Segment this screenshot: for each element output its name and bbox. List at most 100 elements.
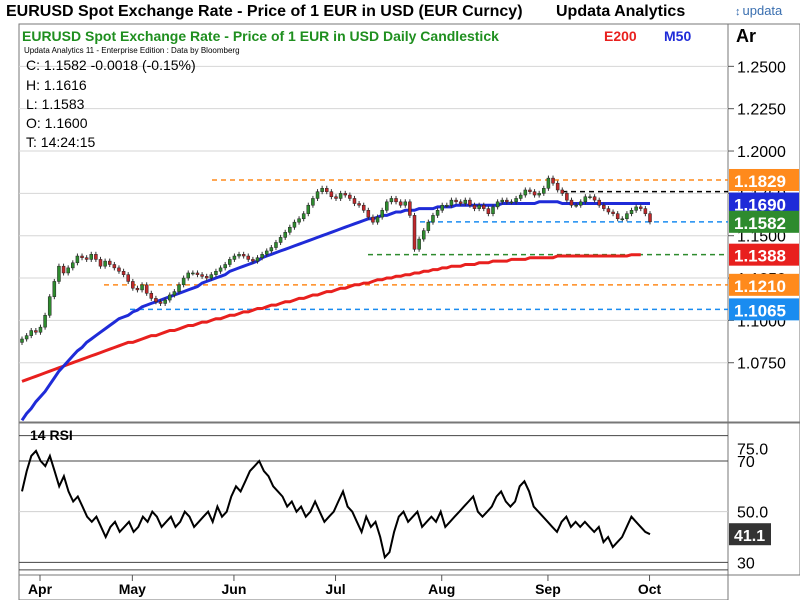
- candle: [251, 256, 255, 264]
- candle: [449, 197, 454, 208]
- chart-title: EURUSD Spot Exchange Rate - Price of 1 E…: [6, 3, 523, 20]
- candle: [283, 229, 287, 240]
- candle: [297, 216, 301, 225]
- candle: [311, 195, 315, 208]
- candle: [204, 273, 209, 281]
- candle: [555, 180, 560, 193]
- candle: [223, 261, 227, 271]
- rsi-tick-label: 75.0: [737, 441, 768, 458]
- candle: [232, 253, 237, 262]
- candle: [177, 282, 181, 295]
- m50-line: [20, 200, 650, 422]
- candle: [94, 251, 98, 262]
- candle: [52, 278, 57, 300]
- candle: [518, 192, 523, 201]
- candle: [292, 219, 297, 230]
- candle: [75, 253, 80, 266]
- level-badge: 1.1210: [729, 273, 799, 296]
- price-tick-label: 1.0750: [737, 356, 786, 373]
- candle: [477, 202, 481, 212]
- candle: [389, 195, 394, 205]
- candle: [89, 251, 94, 262]
- candle: [218, 265, 223, 274]
- candle: [509, 199, 514, 205]
- price-panel: [18, 23, 729, 423]
- candle: [560, 187, 565, 196]
- candle: [278, 234, 283, 246]
- candle: [505, 197, 509, 205]
- candle: [629, 207, 634, 217]
- candle: [43, 312, 47, 330]
- candle: [551, 175, 555, 186]
- candle: [412, 212, 417, 252]
- data-source-note: Updata Analytics 11 - Enterprise Edition…: [24, 46, 240, 55]
- candle: [103, 258, 107, 269]
- candle: [408, 199, 412, 218]
- date-tick-label: May: [119, 581, 146, 597]
- candle: [643, 206, 648, 217]
- candle: [131, 278, 135, 291]
- candle: [186, 270, 190, 281]
- price-axis-label: Ar: [736, 26, 756, 46]
- level-label: 1.1829: [734, 172, 786, 191]
- rsi-last-label: 41.1: [734, 528, 765, 545]
- info-high: H: 1.1616: [26, 77, 87, 93]
- candle: [274, 239, 278, 251]
- candle: [144, 282, 149, 296]
- level-label: 1.1690: [734, 196, 786, 215]
- updata-logo: ↕ updata: [735, 3, 782, 18]
- candle: [648, 211, 652, 225]
- candle: [578, 199, 583, 208]
- candle: [163, 297, 167, 306]
- candle: [61, 263, 66, 276]
- candle: [468, 197, 472, 208]
- candle: [495, 199, 500, 210]
- candle: [66, 265, 70, 276]
- candle: [403, 199, 408, 208]
- candle: [352, 195, 357, 207]
- candle: [606, 206, 611, 215]
- candle: [620, 216, 625, 222]
- candle: [237, 251, 241, 259]
- candle: [334, 194, 338, 201]
- candle: [398, 199, 403, 208]
- candle: [385, 199, 389, 213]
- date-tick-label: Jun: [221, 581, 246, 597]
- candle: [357, 200, 361, 208]
- level-badge: 1.1065: [729, 298, 799, 321]
- level-badge: 1.1829: [729, 168, 799, 191]
- logo-text: updata: [742, 3, 783, 18]
- candle: [325, 185, 329, 195]
- candle: [269, 245, 274, 254]
- candle: [634, 204, 638, 213]
- level-label: 1.1065: [734, 301, 786, 320]
- candle: [117, 265, 121, 274]
- candle: [417, 236, 421, 252]
- candle: [29, 328, 33, 339]
- candle: [20, 336, 24, 345]
- candle: [523, 187, 528, 198]
- candle: [435, 207, 440, 218]
- level-label: 1.1388: [734, 247, 786, 266]
- rsi-line: [21, 449, 651, 560]
- rsi-tick-label: 70: [737, 454, 755, 471]
- candle: [306, 202, 311, 217]
- candle: [602, 202, 606, 212]
- candle: [80, 253, 84, 261]
- candle: [172, 289, 177, 298]
- legend-e200: E200: [604, 28, 637, 44]
- rsi-last-badge: 41.1: [729, 523, 771, 546]
- candle: [472, 202, 477, 212]
- candle: [112, 261, 117, 271]
- rsi-axis-panel: [727, 422, 800, 576]
- candle: [255, 255, 260, 264]
- candle: [84, 255, 89, 262]
- candle: [440, 202, 444, 213]
- candle: [181, 275, 186, 288]
- candle: [149, 290, 154, 301]
- candle: [71, 260, 75, 271]
- price-tick-label: 1.1500: [737, 229, 786, 246]
- date-axis-panel: [18, 574, 729, 600]
- candle: [611, 209, 615, 217]
- candle: [126, 272, 130, 284]
